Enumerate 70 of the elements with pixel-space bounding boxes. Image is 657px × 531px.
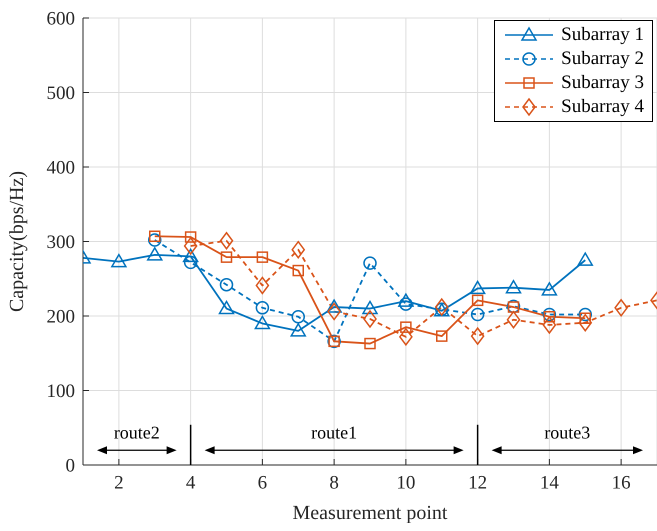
point	[148, 233, 162, 247]
y-tick-label: 0	[66, 456, 75, 477]
legend-label: Subarray 4	[561, 96, 644, 118]
point	[220, 251, 232, 263]
y-axis-title: Capacity(bps/Hz)	[6, 170, 28, 312]
point	[292, 310, 305, 324]
point	[220, 278, 234, 292]
point	[614, 299, 628, 317]
y-tick-label: 100	[46, 381, 75, 402]
x-axis-title: Measurement point	[292, 502, 448, 524]
point	[220, 232, 234, 250]
point	[542, 316, 556, 334]
point	[399, 297, 413, 311]
y-tick-label: 600	[46, 8, 75, 30]
x-tick-label: 16	[612, 472, 631, 494]
point	[111, 254, 127, 268]
point	[364, 338, 376, 350]
x-tick-label: 14	[540, 472, 560, 494]
point	[578, 314, 592, 332]
point	[506, 280, 522, 294]
annotation: route2	[114, 422, 160, 442]
point	[470, 327, 484, 345]
point	[578, 308, 592, 322]
point	[435, 298, 448, 316]
y-tick-label: 300	[46, 232, 75, 254]
point	[362, 300, 378, 314]
point	[470, 280, 486, 294]
point	[256, 251, 268, 263]
x-tick-label: 10	[396, 472, 416, 494]
point	[184, 231, 196, 243]
point	[578, 252, 593, 266]
point	[470, 308, 484, 322]
y-tick-label: 200	[46, 306, 75, 328]
point	[254, 316, 270, 330]
point	[399, 328, 413, 346]
point	[256, 276, 270, 294]
point	[542, 282, 558, 296]
point	[184, 237, 198, 255]
point	[256, 301, 270, 315]
x-tick-label: 12	[468, 472, 488, 494]
point	[149, 230, 160, 242]
point	[326, 299, 342, 313]
point	[184, 256, 198, 270]
y-tick-label: 400	[46, 158, 75, 179]
x-tick-label: 2	[114, 472, 124, 494]
point	[544, 310, 556, 322]
point	[506, 310, 520, 328]
point	[542, 308, 556, 322]
point	[398, 293, 414, 307]
x-tick-label: 8	[329, 472, 339, 494]
point	[472, 294, 484, 306]
legend-label: Subarray 1	[561, 24, 644, 46]
annotation: route1	[311, 422, 358, 442]
legend-label: Subarray 3	[561, 72, 644, 94]
point	[147, 247, 162, 261]
point	[182, 248, 198, 262]
annotation: route3	[544, 422, 590, 442]
legend-label: Subarray 2	[561, 48, 644, 70]
point	[436, 330, 448, 342]
point	[400, 321, 412, 333]
x-tick-label: 4	[186, 472, 196, 494]
point	[363, 256, 377, 270]
point	[363, 310, 377, 328]
point	[290, 323, 306, 337]
y-tick-label: 500	[46, 83, 75, 104]
point	[218, 300, 234, 314]
point	[292, 264, 304, 276]
point	[292, 240, 305, 258]
x-tick-label: 6	[258, 472, 268, 494]
point	[327, 302, 341, 320]
